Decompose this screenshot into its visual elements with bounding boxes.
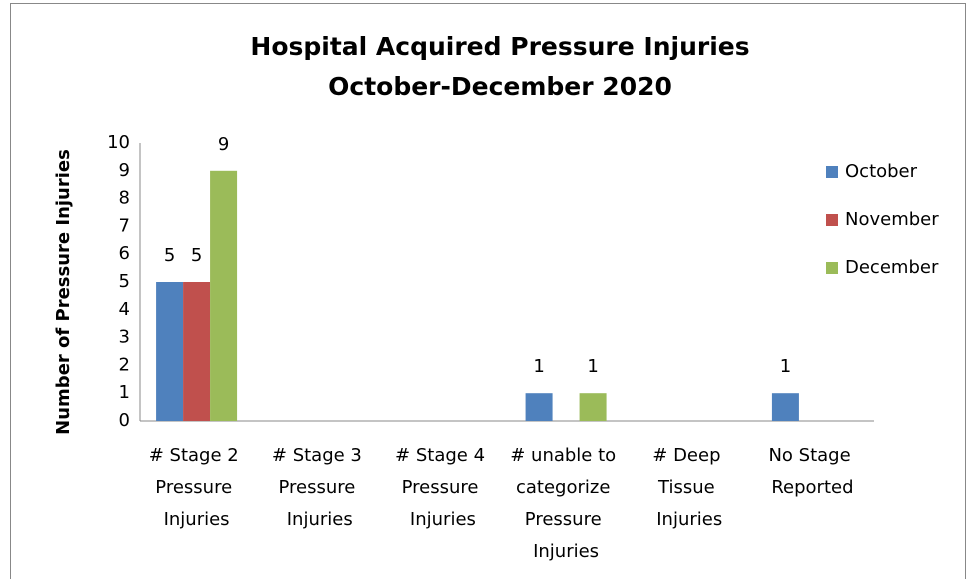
value-label: 1: [587, 356, 598, 377]
value-label: 1: [780, 356, 791, 377]
y-tick-label: 3: [119, 327, 130, 348]
x-tick-label: No Stage Reported: [768, 445, 856, 498]
x-tick-label: # Stage 4 Pressure Injuries: [395, 445, 491, 530]
y-axis-label: Number of Pressure Injuries: [53, 149, 74, 435]
chart-subtitle: October-December 2020: [328, 72, 672, 101]
y-tick-label: 8: [119, 188, 130, 209]
bar: [579, 393, 607, 421]
y-tick-label: 2: [119, 354, 130, 375]
bar: [156, 282, 184, 421]
legend-label: November: [845, 209, 939, 230]
legend-swatch: [826, 262, 838, 274]
y-tick-label: 6: [119, 243, 130, 264]
bar: [210, 170, 238, 421]
chart-title: Hospital Acquired Pressure Injuries: [250, 32, 749, 61]
y-tick-label: 5: [119, 271, 130, 292]
x-tick-label: # Deep Tissue Injuries: [652, 445, 726, 530]
value-label: 5: [191, 245, 202, 266]
y-tick-label: 7: [119, 215, 130, 236]
y-tick-label: 1: [119, 382, 130, 403]
bar: [183, 282, 211, 421]
legend-label: October: [845, 161, 918, 182]
y-tick-label: 4: [119, 299, 130, 320]
value-label: 9: [218, 134, 229, 155]
y-tick-label: 9: [119, 160, 130, 181]
y-tick-label: 0: [119, 410, 130, 431]
bar: [525, 393, 553, 421]
value-label: 1: [533, 356, 544, 377]
x-tick-label: # Stage 3 Pressure Injuries: [272, 445, 368, 530]
legend-swatch: [826, 214, 838, 226]
legend-label: December: [845, 257, 939, 278]
bar: [771, 393, 799, 421]
x-tick-label: # unable to categorize Pressure Injuries: [510, 445, 622, 562]
legend-swatch: [826, 166, 838, 178]
y-tick-label: 10: [107, 132, 130, 153]
x-tick-label: # Stage 2 Pressure Injuries: [149, 445, 245, 530]
value-label: 5: [164, 245, 175, 266]
